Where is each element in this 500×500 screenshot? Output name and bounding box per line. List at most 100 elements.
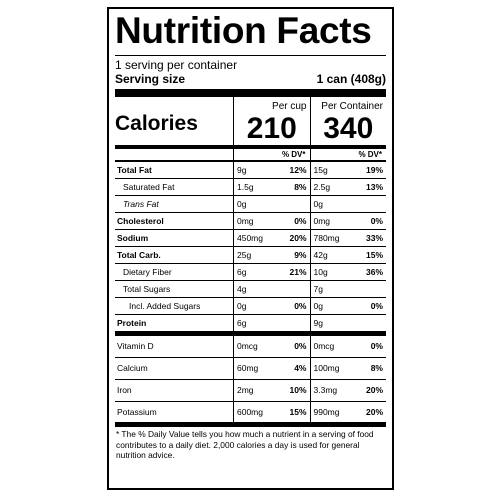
amount-per-cup: 2mg [233,380,275,401]
title-divider [115,55,386,56]
calories-per-cup-value: 210 [246,112,297,145]
nutrient-row: Cholesterol 0mg 0% 0mg 0% [115,213,386,230]
vitamin-row: Calcium 60mg 4% 100mg 8% [115,358,386,380]
nutrient-name: Total Carb. [117,250,161,260]
amount-per-container: 0g [309,196,352,212]
dv-per-container: 36% [365,267,383,277]
nutrition-label: Nutrition Facts 1 serving per container … [107,7,394,490]
dv-header-row: % DV* % DV* [115,149,386,162]
dv-per-cup: 15% [289,407,307,417]
vitamin-name: Potassium [117,407,157,417]
nutrient-name: Sodium [117,233,149,243]
vitamin-row: Potassium 600mg 15% 990mg 20% [115,402,386,427]
dv-per-cup: 0% [294,341,307,351]
vitamin-row: Vitamin D 0mcg 0% 0mcg 0% [115,336,386,358]
vitamin-name: Vitamin D [117,341,154,351]
amount-per-container: 9g [309,315,352,331]
dv-per-cup [275,315,310,331]
label-title: Nutrition Facts [115,10,372,51]
amount-per-cup: 600mg [233,402,275,423]
nutrient-name: Total Fat [117,165,152,175]
nutrient-row: Total Sugars 4g 7g [115,281,386,298]
amount-per-container: 0g [309,298,352,314]
amount-per-container: 780mg [309,230,352,246]
amount-per-cup: 0mcg [233,336,275,357]
amount-per-container: 990mg [309,402,352,423]
amount-per-container: 42g [309,247,352,263]
nutrient-row: Total Carb. 25g 9% 42g 15% [115,247,386,264]
dv-per-container: 0% [370,216,383,226]
vitamin-name: Iron [117,385,132,395]
nutrient-row: Saturated Fat 1.5g 8% 2.5g 13% [115,179,386,196]
dv-per-container: 0% [370,341,383,351]
nutrient-row: Incl. Added Sugars 0g 0% 0g 0% [115,298,386,315]
nutrient-row: Dietary Fiber 6g 21% 10g 36% [115,264,386,281]
vitamin-row: Iron 2mg 10% 3.3mg 20% [115,380,386,402]
dv-per-container: 19% [365,165,383,175]
amount-per-cup: 4g [233,281,275,297]
calories-per-container-value: 340 [323,112,374,145]
dv-per-cup: 4% [294,363,307,373]
dv-per-container: 20% [365,407,383,417]
amount-per-container: 15g [309,162,352,178]
dv-per-cup: 0% [294,301,307,311]
calories-section: Calories Per cup 210 Per Container 340 [115,97,386,149]
dv-header-per-container: % DV* [309,149,387,161]
dv-per-cup: 0% [294,216,307,226]
calories-label: Calories [115,112,198,135]
dv-per-cup: 9% [294,250,307,260]
nutrient-name: Dietary Fiber [123,267,172,277]
thick-divider [115,89,386,97]
dv-per-container [352,196,387,212]
nutrient-row: Total Fat 9g 12% 15g 19% [115,162,386,179]
dv-per-cup: 12% [289,165,307,175]
nutrient-name: Incl. Added Sugars [129,301,201,311]
dv-per-container [352,315,387,331]
dv-per-cup: 21% [289,267,307,277]
dv-per-cup [275,196,310,212]
amount-per-cup: 0g [233,298,275,314]
amount-per-cup: 450mg [233,230,275,246]
amount-per-container: 0mg [309,213,352,229]
dv-per-container: 8% [370,363,383,373]
dv-per-container: 0% [370,301,383,311]
dv-header-per-cup: % DV* [233,149,310,161]
dv-per-container: 33% [365,233,383,243]
amount-per-container: 3.3mg [309,380,352,401]
amount-per-cup: 1.5g [233,179,275,195]
nutrient-row: Sodium 450mg 20% 780mg 33% [115,230,386,247]
nutrient-name: Total Sugars [123,284,171,294]
serving-size-label: Serving size [115,72,186,86]
nutrient-row: Protein 6g 9g [115,315,386,336]
amount-per-cup: 60mg [233,358,275,379]
dv-per-container: 20% [365,385,383,395]
dv-per-container [352,281,387,297]
dv-per-container: 13% [365,182,383,192]
per-cup-header: Per cup [272,101,307,112]
amount-per-container: 0mcg [309,336,352,357]
vitamin-name: Calcium [117,363,148,373]
serving-size-value: 1 can (408g) [316,72,386,86]
dv-per-container: 15% [365,250,383,260]
nutrient-name: Trans Fat [123,199,159,209]
amount-per-cup: 0mg [233,213,275,229]
nutrient-row: Trans Fat 0g 0g [115,196,386,213]
amount-per-container: 100mg [309,358,352,379]
amount-per-cup: 6g [233,315,275,331]
dv-per-cup: 10% [289,385,307,395]
per-container-header: Per Container [321,101,383,112]
nutrient-name: Cholesterol [117,216,164,226]
calories-per-cup-column: Per cup 210 [233,97,310,145]
amount-per-cup: 25g [233,247,275,263]
dv-per-cup: 20% [289,233,307,243]
amount-per-cup: 6g [233,264,275,280]
dv-per-cup [275,281,310,297]
nutrient-name: Saturated Fat [123,182,175,192]
servings-per-container: 1 serving per container [115,58,238,72]
daily-value-footnote: * The % Daily Value tells you how much a… [116,429,374,460]
dv-per-cup: 8% [294,182,307,192]
amount-per-cup: 0g [233,196,275,212]
serving-size-row: Serving size 1 can (408g) [115,72,386,87]
dv-header-spacer [115,149,233,161]
nutrient-name: Protein [117,318,147,328]
